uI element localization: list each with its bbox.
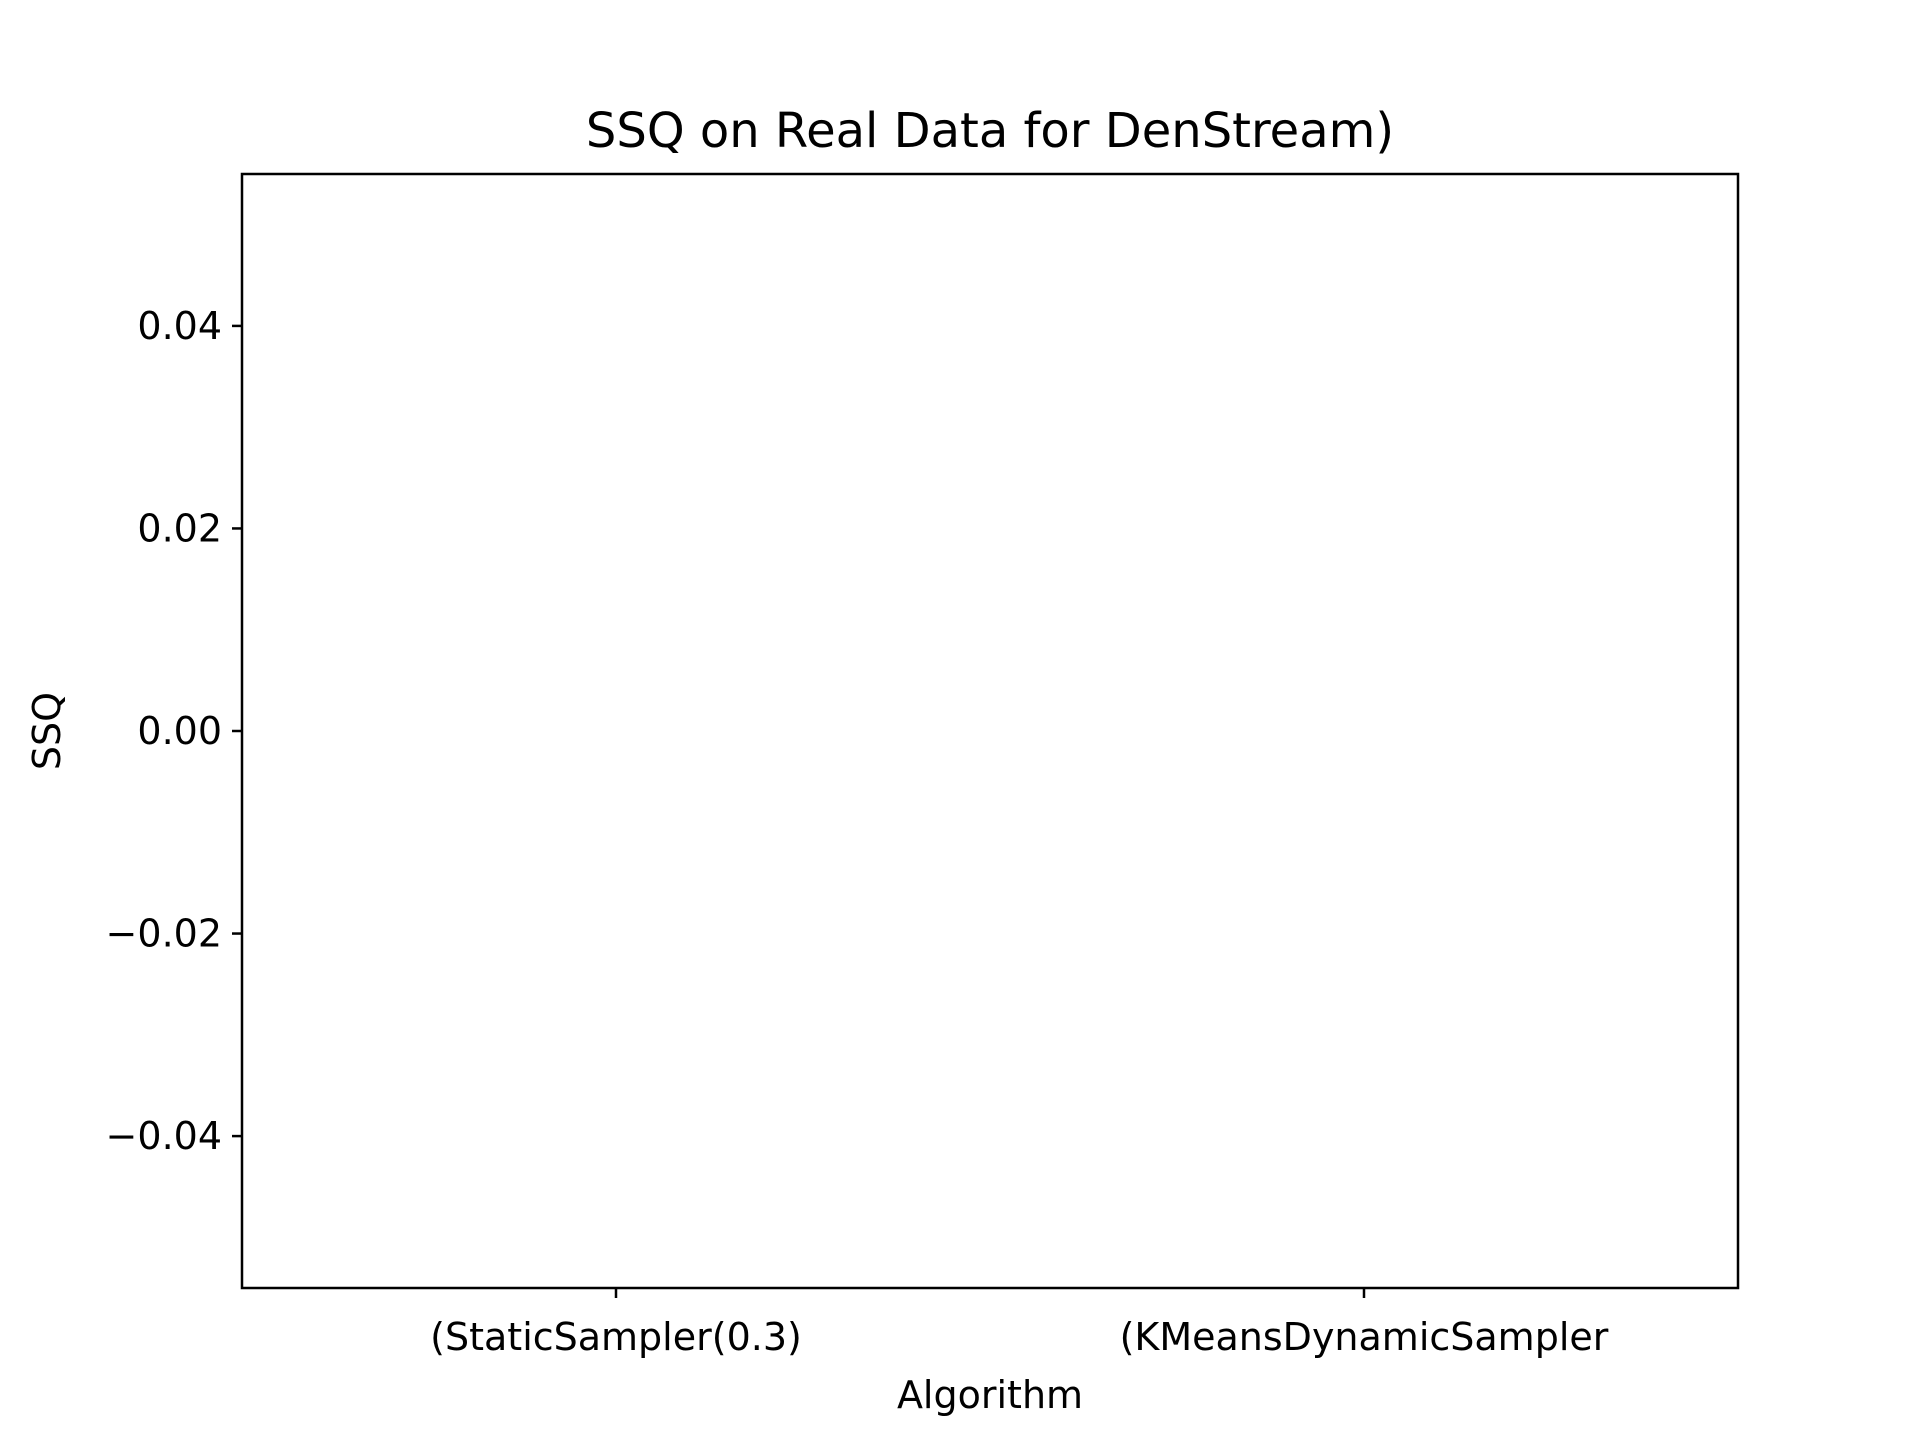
- y-tick-label: 0.04: [137, 304, 222, 348]
- x-axis-ticks: (StaticSampler(0.3) (KMeansDynamicSampler: [430, 1288, 1609, 1359]
- x-tick-label: (StaticSampler(0.3): [430, 1315, 802, 1359]
- chart-title: SSQ on Real Data for DenStream): [586, 103, 1394, 159]
- y-tick-label: −0.02: [106, 912, 222, 956]
- x-tick-label: (KMeansDynamicSampler: [1120, 1315, 1609, 1359]
- y-axis-label: SSQ: [25, 692, 69, 770]
- y-axis-ticks: −0.04 −0.02 0.00 0.02 0.04: [106, 304, 242, 1158]
- y-tick-label: 0.00: [137, 709, 222, 753]
- y-tick-label: −0.04: [106, 1114, 222, 1158]
- y-tick-label: 0.02: [137, 506, 222, 550]
- x-axis-label: Algorithm: [897, 1373, 1083, 1417]
